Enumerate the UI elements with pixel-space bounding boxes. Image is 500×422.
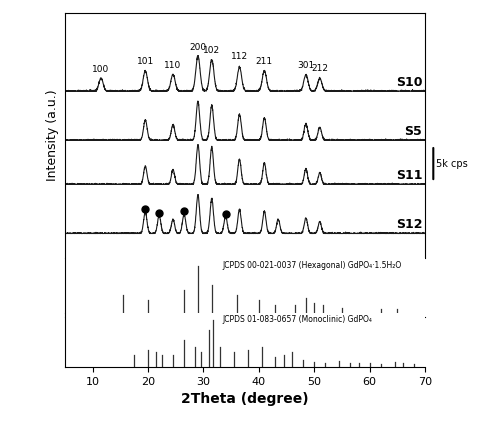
Text: 212: 212 [312,65,328,73]
Text: S12: S12 [396,218,422,231]
Text: JCPDS 01-083-0657 (Monoclinic) GdPO₄: JCPDS 01-083-0657 (Monoclinic) GdPO₄ [223,315,372,324]
Text: 100: 100 [92,65,110,74]
Text: JCPDS 00-021-0037 (Hexagonal) GdPO₄·1.5H₂O: JCPDS 00-021-0037 (Hexagonal) GdPO₄·1.5H… [223,260,402,270]
Text: 112: 112 [231,52,248,61]
X-axis label: 2Theta (degree): 2Theta (degree) [181,392,309,406]
Text: 211: 211 [256,57,273,66]
Text: 301: 301 [298,61,314,70]
Text: 101: 101 [136,57,154,65]
Text: S11: S11 [396,169,422,182]
Text: 200: 200 [190,43,206,52]
Text: S5: S5 [404,125,422,138]
Y-axis label: Intensity (a.u.): Intensity (a.u.) [46,89,60,181]
Text: 102: 102 [203,46,220,55]
Text: S10: S10 [396,76,422,89]
Text: 5k cps: 5k cps [436,159,468,168]
Text: 110: 110 [164,61,182,70]
